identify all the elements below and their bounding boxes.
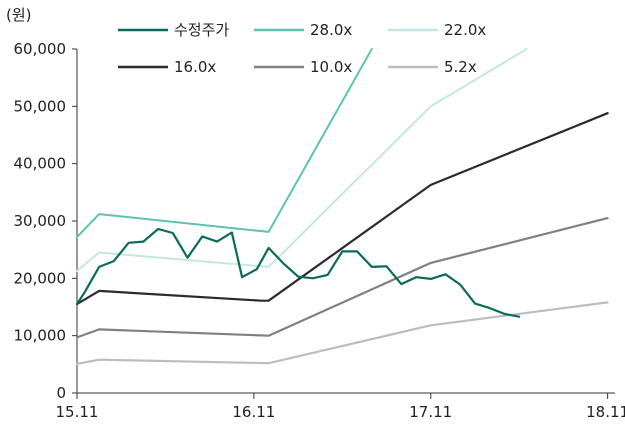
y-tick-label: 50,000 — [14, 97, 67, 115]
y-unit-label: (원) — [6, 6, 32, 24]
x-tick-label: 15.11 — [56, 403, 99, 421]
x-tick-label: 16.11 — [232, 403, 275, 421]
series-line-3 — [75, 112, 609, 306]
legend-label: 수정주가 — [174, 21, 229, 39]
axes: 0 10,000 20,000 30,000 40,000 50,000 60,000 15.… — [14, 40, 625, 421]
x-tick-label: 18.11 — [586, 403, 625, 421]
y-tick-label: 30,000 — [14, 212, 67, 230]
series-layer — [75, 48, 609, 365]
series-line-5 — [75, 301, 609, 365]
legend-label: 10.0x — [310, 58, 352, 76]
y-tick-label: 20,000 — [14, 269, 67, 287]
y-tick-label: 0 — [56, 384, 66, 402]
series-line-0 — [75, 227, 521, 318]
y-tick-label: 60,000 — [14, 40, 67, 58]
x-tick-label: 17.11 — [409, 403, 452, 421]
series-line-4 — [75, 217, 609, 339]
legend: 수정주가 28.0x 22.0x 16.0x 10.0x 5.2x — [118, 21, 486, 76]
legend-label: 16.0x — [174, 58, 216, 76]
series-line-1 — [76, 48, 373, 239]
legend-label: 5.2x — [444, 58, 477, 76]
y-tick-label: 10,000 — [14, 327, 67, 345]
y-tick-label: 40,000 — [14, 155, 67, 173]
series-line-2 — [76, 48, 528, 272]
legend-label: 28.0x — [310, 21, 352, 39]
legend-label: 22.0x — [444, 21, 486, 39]
